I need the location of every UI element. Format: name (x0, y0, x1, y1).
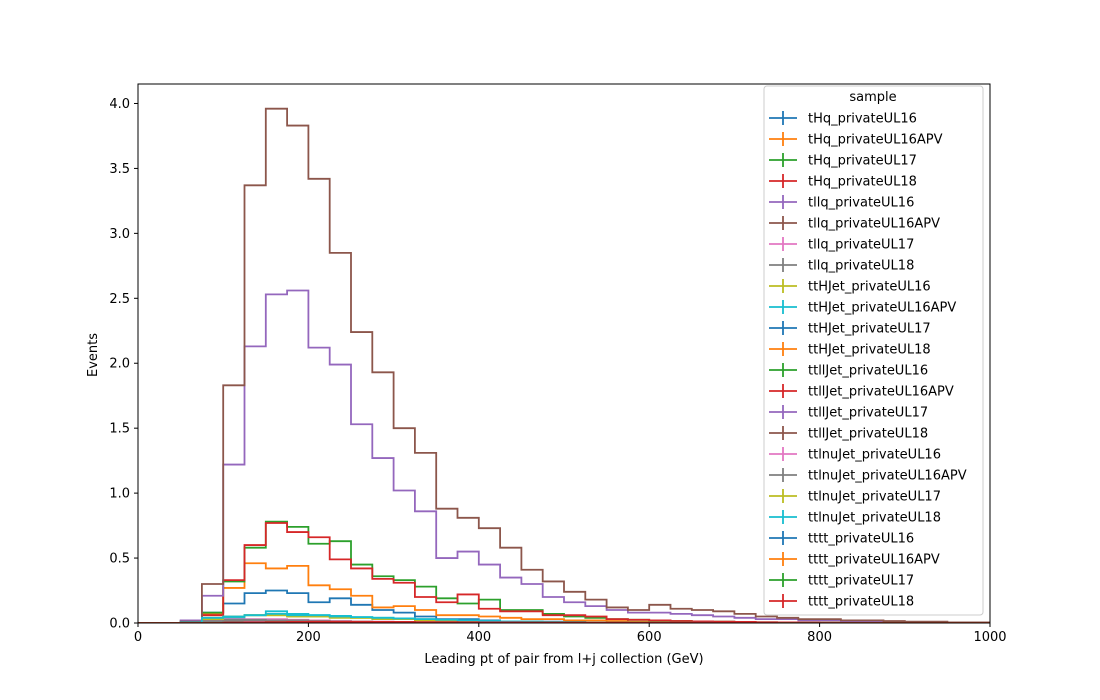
legend-label: tllq_privateUL17 (808, 238, 914, 253)
legend-label: tttt_privateUL16APV (808, 553, 940, 568)
legend-label: tHq_privateUL16APV (808, 133, 943, 148)
legend-label: ttllJet_privateUL16APV (808, 385, 954, 400)
legend-entry: ttHJet_privateUL18 (769, 342, 931, 358)
legend-label: ttllJet_privateUL17 (808, 406, 928, 421)
legend-entry: ttlnuJet_privateUL16APV (769, 468, 967, 484)
legend-label: ttlnuJet_privateUL16APV (808, 469, 967, 484)
legend-entry: tttt_privateUL16APV (769, 552, 940, 568)
series-step-line (138, 613, 990, 623)
x-tick-label: 0 (134, 630, 142, 645)
legend-label: tttt_privateUL17 (808, 574, 914, 589)
x-axis-label: Leading pt of pair from l+j collection (… (424, 652, 703, 667)
y-tick-label: 0.0 (109, 617, 130, 632)
x-tick-label: 800 (807, 630, 832, 645)
x-tick-label: 1000 (973, 630, 1006, 645)
legend-entry: tHq_privateUL17 (769, 153, 917, 169)
legend-label: ttHJet_privateUL16APV (808, 301, 956, 316)
x-tick-label: 200 (296, 630, 321, 645)
legend-entry: ttlnuJet_privateUL16 (769, 447, 941, 463)
legend-entry: ttllJet_privateUL16APV (769, 384, 954, 400)
legend-label: tttt_privateUL16 (808, 532, 914, 547)
plot-area (137, 83, 991, 624)
y-tick-label: 2.0 (109, 357, 130, 372)
legend: sample tHq_privateUL16 tHq_privateUL16APV… (763, 85, 984, 616)
y-tick-label: 1.0 (109, 487, 130, 502)
legend-label: ttHJet_privateUL16 (808, 280, 931, 295)
y-axis-label: Events (86, 333, 101, 377)
x-axis: 0 200 400 600 800 1000 (134, 623, 1007, 645)
legend-entry: tttt_privateUL16 (769, 531, 914, 547)
series-step-line (138, 620, 990, 623)
legend-label: ttHJet_privateUL17 (808, 322, 931, 337)
legend-label: ttlnuJet_privateUL18 (808, 511, 941, 526)
legend-entry: ttlnuJet_privateUL18 (769, 510, 941, 526)
y-tick-label: 3.0 (109, 227, 130, 242)
x-tick-label: 600 (637, 630, 662, 645)
y-tick-label: 3.5 (109, 162, 130, 177)
series-step-line (138, 107, 990, 623)
y-tick-label: 0.5 (109, 552, 130, 567)
x-tick-label: 400 (466, 630, 491, 645)
legend-entry: tHq_privateUL16 (769, 111, 917, 127)
legend-label: ttlnuJet_privateUL16 (808, 448, 941, 463)
y-tick-label: 1.5 (109, 422, 130, 437)
legend-label: tllq_privateUL18 (808, 259, 914, 274)
legend-title: sample (849, 90, 896, 105)
legend-entry: ttllJet_privateUL18 (769, 426, 928, 442)
legend-label: ttHJet_privateUL18 (808, 343, 931, 358)
legend-label: tllq_privateUL16 (808, 196, 914, 211)
legend-entry: ttllJet_privateUL16 (769, 363, 928, 379)
plot-frame (137, 83, 991, 624)
legend-entry: tllq_privateUL17 (769, 237, 914, 253)
legend-label: tHq_privateUL16 (808, 112, 917, 127)
legend-entry: tHq_privateUL16APV (769, 132, 943, 148)
y-axis: 0.0 0.5 1.0 1.5 2.0 2.5 3.0 3.5 4.0 (109, 97, 138, 632)
legend-entry: ttHJet_privateUL17 (769, 321, 931, 337)
y-tick-label: 2.5 (109, 292, 130, 307)
legend-label: tHq_privateUL17 (808, 154, 917, 169)
legend-entry: tttt_privateUL18 (769, 594, 914, 610)
legend-label: ttllJet_privateUL16 (808, 364, 928, 379)
legend-label: tHq_privateUL18 (808, 175, 917, 190)
legend-entry: tllq_privateUL16APV (769, 216, 940, 232)
legend-entry: ttHJet_privateUL16APV (769, 300, 956, 316)
legend-label: tttt_privateUL18 (808, 595, 914, 610)
legend-entry: tHq_privateUL18 (769, 174, 917, 190)
legend-frame (763, 85, 984, 616)
legend-entry: tttt_privateUL17 (769, 573, 914, 589)
legend-entry: tllq_privateUL16 (769, 195, 914, 211)
y-tick-label: 4.0 (109, 97, 130, 112)
legend-label: ttlnuJet_privateUL17 (808, 490, 941, 505)
legend-entry: ttllJet_privateUL17 (769, 405, 928, 421)
legend-entry: ttlnuJet_privateUL17 (769, 489, 941, 505)
legend-label: ttllJet_privateUL18 (808, 427, 928, 442)
legend-entry: ttHJet_privateUL16 (769, 279, 931, 295)
legend-entry: tllq_privateUL18 (769, 258, 914, 274)
legend-label: tllq_privateUL16APV (808, 217, 940, 232)
